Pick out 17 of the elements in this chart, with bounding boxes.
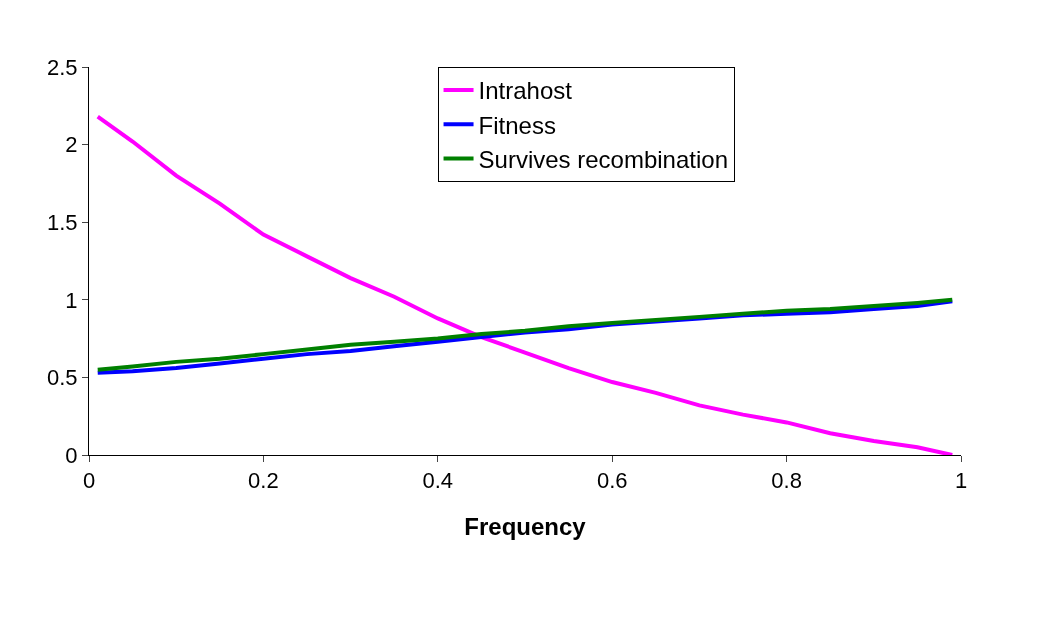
x-tick-label: 0.2 [248,468,279,494]
y-tick-label: 2.5 [47,54,78,80]
y-tick-label: 0 [65,442,78,468]
legend-label: Survives recombination [478,145,728,173]
y-tick-label: 1 [65,287,78,313]
line-series [95,114,955,455]
x-axis-title: Frequency [464,512,587,540]
y-tick-label: 1.5 [47,209,78,235]
y-tick-label: 2 [65,132,78,158]
legend-label: Fitness [478,111,556,139]
x-tick-label: 0.8 [771,468,802,494]
y-tick-label: 0.5 [47,365,78,391]
x-tick-label: 0.6 [596,468,628,494]
x-tick-label: 0 [82,468,96,494]
x-tick-label: 1 [954,468,968,494]
legend-label: Intrahost [478,77,573,105]
x-tick-label: 0.4 [422,468,454,494]
